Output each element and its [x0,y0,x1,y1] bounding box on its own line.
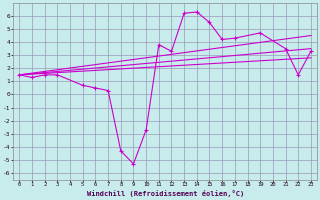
X-axis label: Windchill (Refroidissement éolien,°C): Windchill (Refroidissement éolien,°C) [86,190,244,197]
